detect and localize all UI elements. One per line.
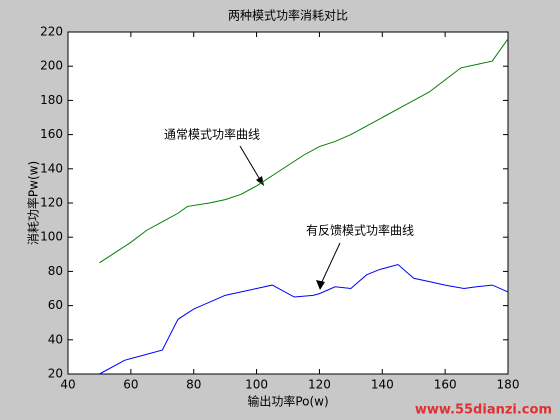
data-line xyxy=(99,38,509,264)
x-tick-label: 100 xyxy=(245,378,268,392)
y-tick-label: 220 xyxy=(40,25,63,39)
arrow-head xyxy=(256,176,264,186)
y-tick-label: 120 xyxy=(40,196,63,210)
y-tick-label: 160 xyxy=(40,127,63,141)
annotation: 有反馈模式功率曲线 xyxy=(306,223,414,238)
chart-title: 两种模式功率消耗对比 xyxy=(228,8,348,23)
plot-area xyxy=(67,31,509,375)
data-line xyxy=(99,264,509,375)
x-tick-label: 60 xyxy=(123,378,138,392)
y-tick-label: 100 xyxy=(40,230,63,244)
y-axis-label: 消耗功率Pw(w) xyxy=(26,161,41,245)
x-tick-label: 140 xyxy=(371,378,394,392)
arrow-head xyxy=(316,280,325,290)
y-tick-label: 140 xyxy=(40,161,63,175)
watermark: www.55dianzi.com xyxy=(415,403,552,418)
y-tick-label: 40 xyxy=(48,332,63,346)
y-tick-label: 60 xyxy=(48,298,63,312)
y-tick-label: 200 xyxy=(40,59,63,73)
annotation-arrow xyxy=(319,242,341,287)
x-tick-label: 80 xyxy=(186,378,201,392)
y-tick-label: 180 xyxy=(40,93,63,107)
y-tick-label: 20 xyxy=(48,367,63,381)
x-tick-label: 180 xyxy=(497,378,520,392)
y-tick-label: 80 xyxy=(48,264,63,278)
annotation-arrow xyxy=(239,145,263,184)
x-tick-label: 120 xyxy=(308,378,331,392)
annotation: 通常模式功率曲线 xyxy=(164,127,260,142)
x-axis-label: 输出功率Po(w) xyxy=(247,394,328,409)
x-tick-label: 160 xyxy=(434,378,457,392)
x-tick-label: 40 xyxy=(60,378,75,392)
